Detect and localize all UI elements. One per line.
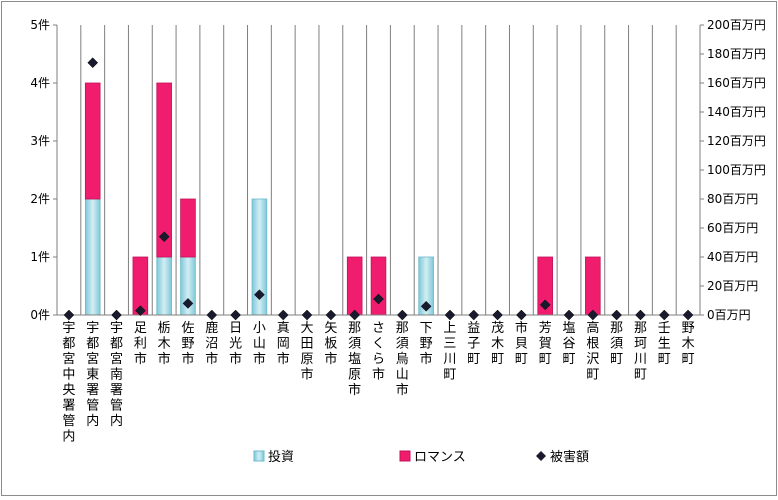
legend-label-investment: 投資 [268,449,294,465]
damage-marker [373,293,384,305]
damage-marker [134,305,146,317]
damage-marker [492,309,503,321]
category-label: さくら市 [372,321,385,383]
y-right-tick-label: 0百万円 [707,308,751,322]
category-label: 市貝町 [515,320,528,367]
category-label: 宇都宮南署管内 [110,321,123,429]
damage-marker [635,309,646,321]
category-label: 那須町 [610,321,623,367]
y-left-tick-label: 3件 [30,134,50,148]
category-label: 宇都宮東署管内 [86,321,99,429]
category-label: 那須塩原市 [348,321,361,398]
legend-label-damage: 被害額 [550,449,589,465]
category-label: 矢板市 [324,321,337,367]
category-label: 小山市 [253,321,266,367]
damage-marker [468,309,480,321]
category-label: 益子町 [467,321,480,367]
category-label: 栃木市 [158,321,171,367]
bar-investment [84,198,101,316]
category-label: 真岡市 [277,321,290,367]
damage-marker [182,298,194,309]
bar-romance [156,82,172,258]
category-label: 足利市 [134,321,147,367]
y-right-tick-label: 40百万円 [707,250,758,264]
category-label: 高根沢町 [586,320,599,383]
y-right-tick-label: 140百万円 [707,105,766,119]
plot-area: 0件 1件 2件 3件 4件 5件 0百万円 20百万円 40百万円 60百万円 80百万円 100百… [30,18,766,445]
bar-investment [156,256,172,316]
damage-marker [539,299,551,311]
category-label: 野木町 [682,321,695,367]
damage-marker [111,309,122,321]
category-label: 芳賀町 [539,321,552,367]
category-label: 宇都宮中央署管内 [62,321,75,445]
category-label: 鹿沼市 [205,320,218,367]
damage-marker [87,57,99,69]
y-right-tick-label: 60百万円 [707,221,758,235]
y-left-tick-label: 1件 [30,250,50,264]
y-right-tick-label: 200百万円 [707,18,766,32]
y-right-tick-label: 180百万円 [707,47,766,61]
damage-marker [158,231,170,243]
y-right-tick-label: 20百万円 [707,279,758,293]
damage-marker [254,289,265,301]
legend-swatch-investment [253,450,265,462]
damage-marker [277,309,289,321]
damage-marker [611,309,623,321]
bar-romance [585,256,601,316]
damage-marker [516,309,527,321]
damage-marker [444,309,456,321]
damage-marker [325,309,337,321]
damage-marker [658,309,670,321]
y-left-tick-label: 2件 [30,192,50,206]
category-label: 佐野市 [181,321,194,367]
damage-marker [230,309,241,321]
bar-romance [180,198,196,258]
bar-romance [370,256,387,316]
legend: 投資 ロマンス 被害額 [253,449,589,465]
category-label: 日光市 [229,321,242,367]
bar-romance [84,82,101,200]
category-label: 茂木町 [491,321,504,367]
category-label: 那須烏山市 [396,321,409,398]
category-label: 塩谷町 [563,321,576,367]
y-right-tick-label: 100百万円 [707,163,766,177]
y-right-tick-label: 120百万円 [707,134,766,148]
legend-swatch-damage [536,451,546,461]
category-label: 壬生町 [658,321,671,367]
y-right-tick-label: 80百万円 [707,192,758,206]
damage-marker [301,309,313,321]
damage-marker [63,309,75,321]
category-label: 上三川町 [443,321,456,383]
category-label: 大田原市 [301,321,314,383]
y-left-tick-label: 5件 [30,18,50,32]
y-left-tick-label: 4件 [30,76,50,90]
category-label: 那珂川町 [634,321,647,383]
damage-marker [563,309,575,321]
damage-marker [349,309,361,321]
category-label: 下野市 [420,321,433,367]
damage-marker [420,300,432,312]
y-right-tick-label: 160百万円 [707,76,766,90]
damage-marker [682,309,694,321]
legend-label-romance: ロマンス [414,450,466,465]
bar-romance [346,256,363,316]
legend-swatch-romance [399,450,411,462]
y-left-tick-label: 0件 [30,308,50,322]
damage-marker [206,309,218,321]
damage-marker [587,309,599,321]
damage-marker [396,309,408,321]
